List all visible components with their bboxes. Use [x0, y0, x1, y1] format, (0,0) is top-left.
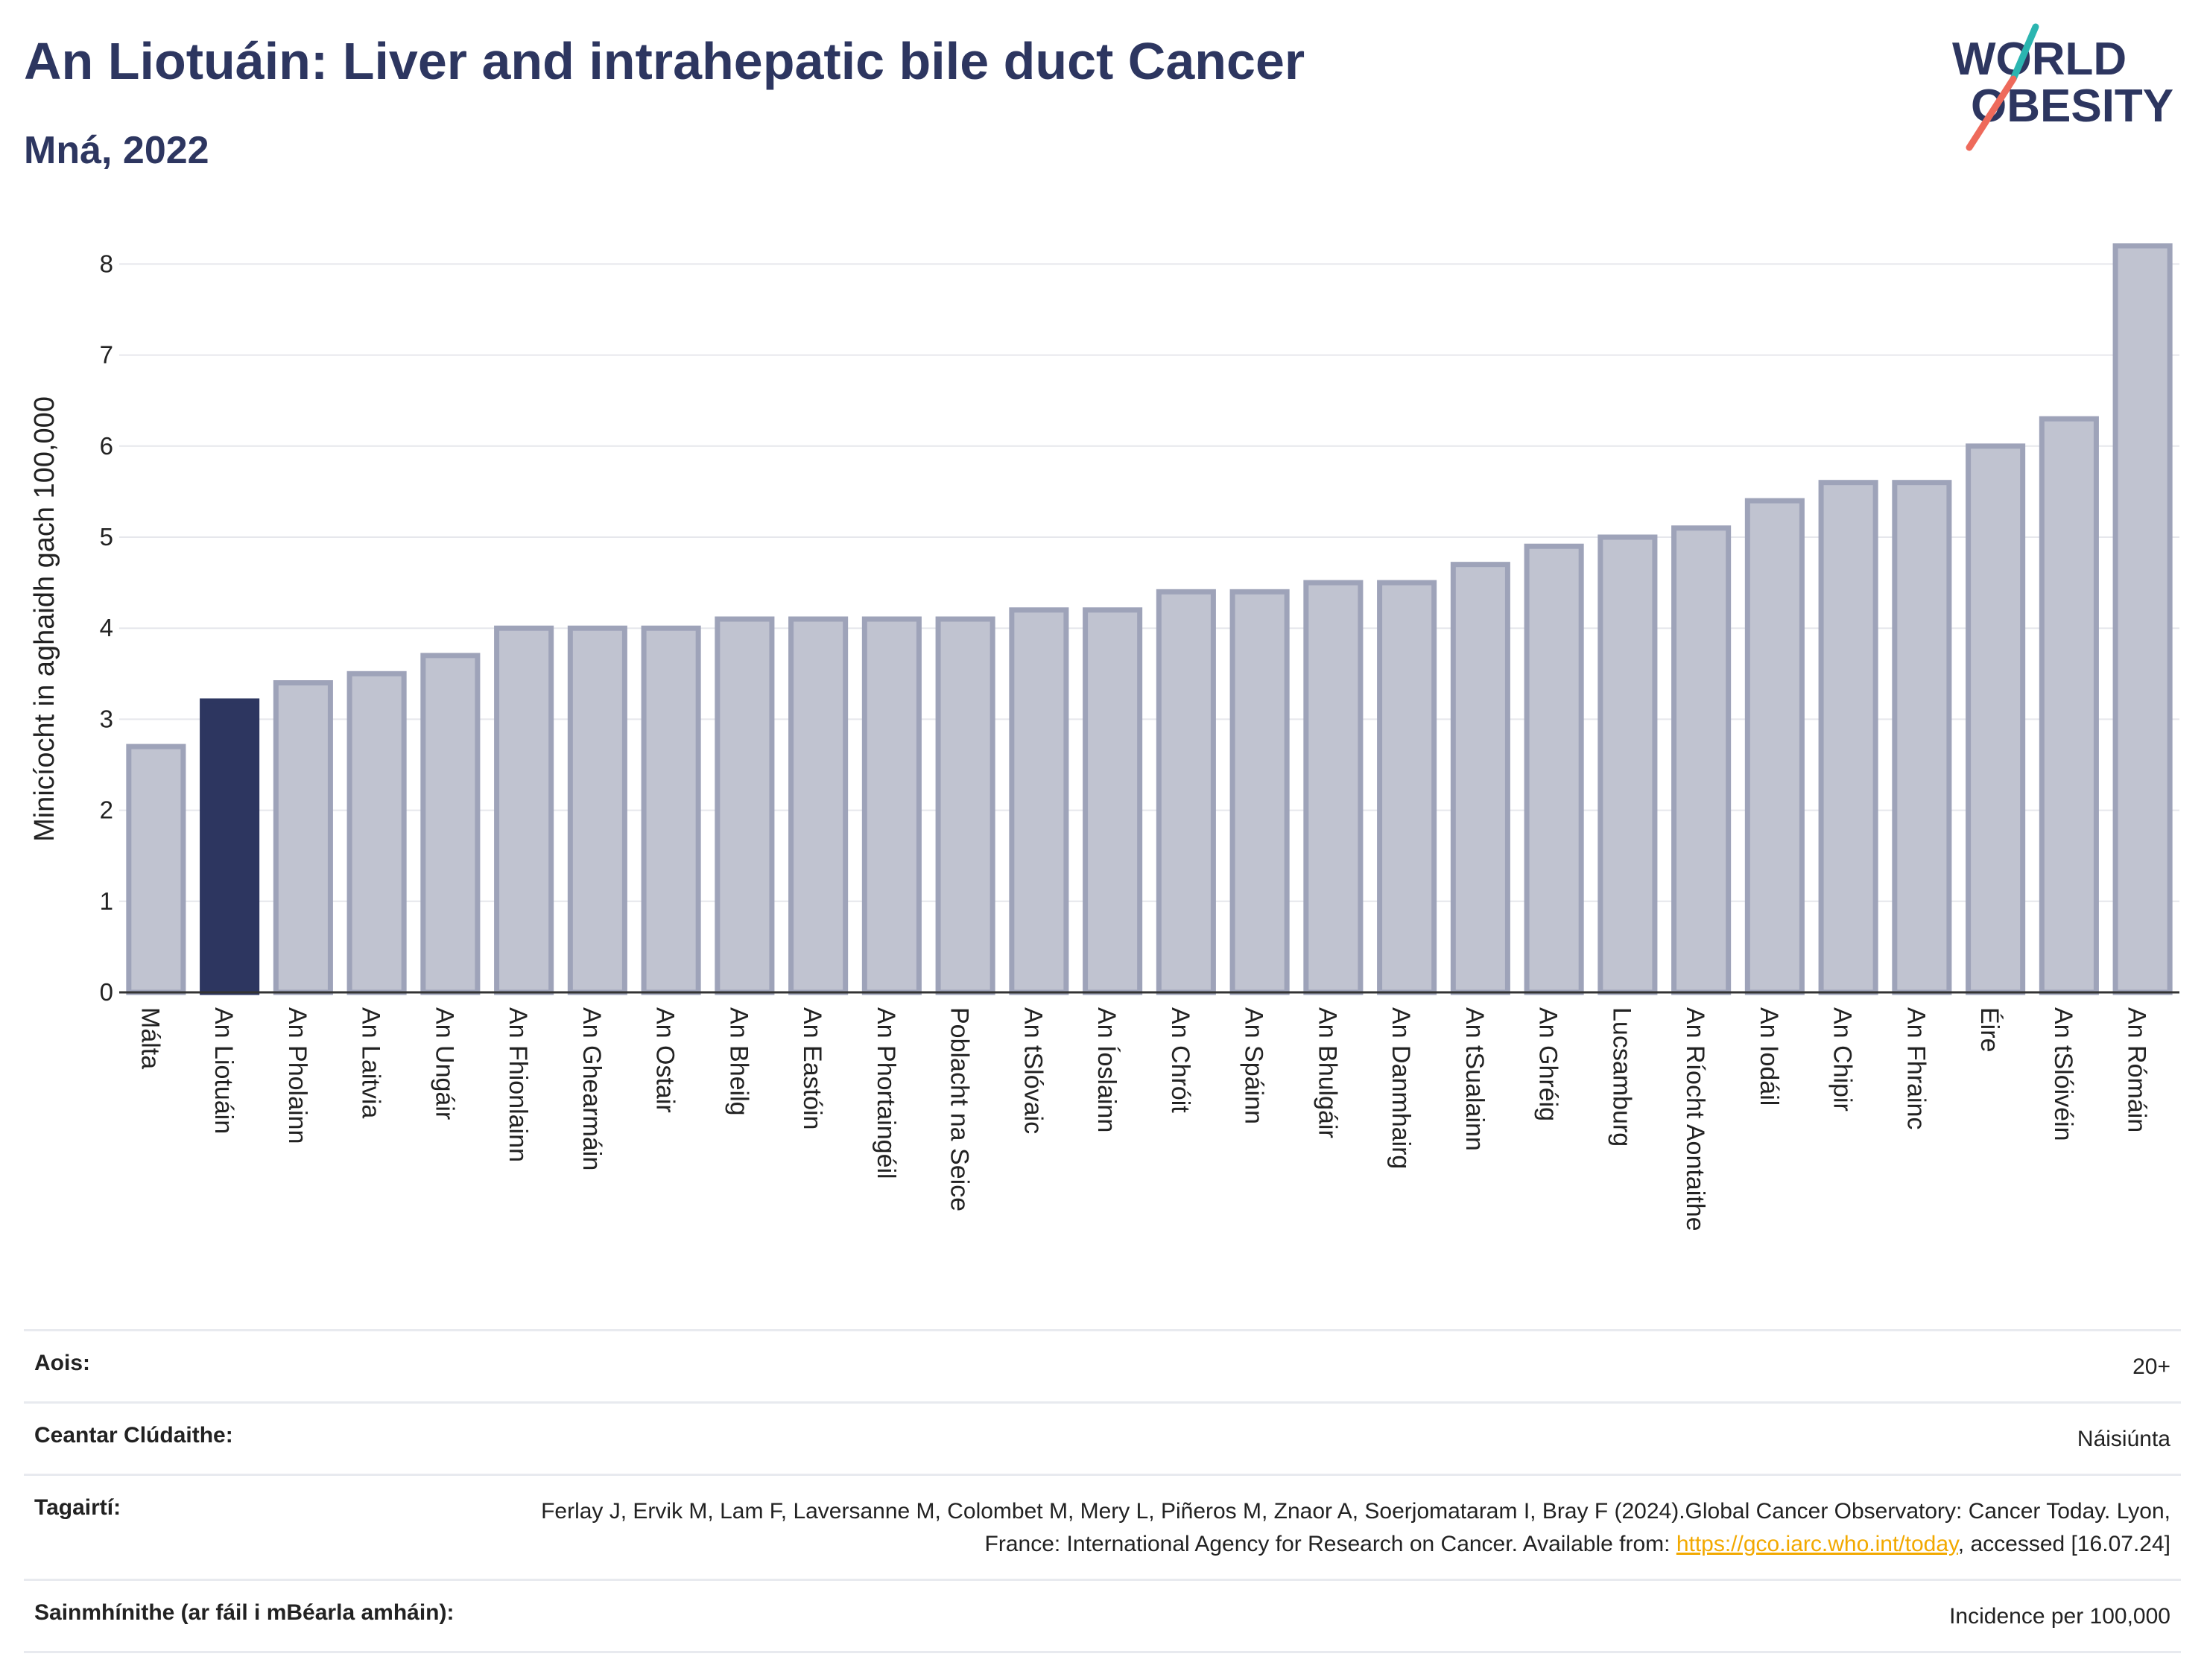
x-tick-label: An Spáinn [1240, 1007, 1268, 1124]
coverage-label: Ceantar Clúdaithe: [34, 1423, 233, 1448]
y-tick-label: 0 [100, 978, 113, 1006]
bar [641, 625, 701, 995]
chart-metadata: Aois: 20+ Ceantar Clúdaithe: Náisiúnta T… [24, 1329, 2181, 1653]
x-tick-label: An Chróit [1166, 1007, 1194, 1113]
x-tick-label: An tSlóivéin [2049, 1007, 2077, 1141]
x-tick-label: An Laitvia [357, 1007, 385, 1118]
x-tick-label: An Bhulgáir [1313, 1007, 1341, 1138]
references-text: Ferlay J, Ervik M, Lam F, Laversanne M, … [541, 1499, 2170, 1556]
y-tick-label: 3 [100, 705, 113, 732]
meta-row-age: Aois: 20+ [24, 1329, 2181, 1401]
bar [2112, 243, 2173, 995]
y-tick-label: 4 [100, 614, 113, 641]
y-tick-label: 2 [100, 796, 113, 824]
coverage-value: Náisiúnta [2077, 1427, 2170, 1451]
y-axis-title: Minicíocht in aghaidh gach 100,000 [29, 396, 60, 842]
references-label: Tagairtí: [34, 1495, 121, 1520]
bar [567, 625, 627, 995]
references-link[interactable]: https://gco.iarc.who.int/today [1676, 1532, 1958, 1556]
bar-chart: 0 1 2 3 4 5 6 7 8 Minicíocht in aghaidh gach 100,… [29, 243, 2179, 1232]
bar [1818, 480, 1878, 995]
x-tick-label: An Bheilg [724, 1007, 753, 1116]
y-tick-label: 1 [100, 887, 113, 915]
x-tick-label: Éire [1975, 1007, 2004, 1052]
bar [1966, 443, 2026, 995]
x-tick-label: Poblacht na Seice [946, 1007, 974, 1211]
x-tick-label: An Fhionlainn [504, 1007, 532, 1162]
y-tick-label: 5 [100, 523, 113, 551]
x-tick-label: An Ghréig [1534, 1007, 1562, 1121]
bar [1377, 580, 1437, 995]
references-value: Ferlay J, Ervik M, Lam F, Laversanne M, … [472, 1495, 2170, 1561]
bar [861, 616, 922, 995]
logo-slash-teal [2010, 23, 2039, 83]
meta-row-coverage: Ceantar Clúdaithe: Náisiúnta [24, 1401, 2181, 1474]
bar [1303, 580, 1364, 995]
bar [1744, 498, 1805, 995]
bar [1156, 589, 1216, 995]
bar [1597, 534, 1658, 995]
y-tick-label: 8 [100, 250, 113, 277]
age-label: Aois: [34, 1351, 90, 1375]
x-tick-label: An Danmhairg [1387, 1007, 1415, 1169]
bar [1892, 480, 1952, 995]
x-tick-label: An Liotuáin [209, 1007, 238, 1134]
x-tick-label: An Ríocht Aontaithe [1681, 1007, 1709, 1232]
x-tick-label: An Iodáil [1755, 1007, 1783, 1106]
y-tick-label: 6 [100, 432, 113, 460]
x-tick-label: An Ungáir [430, 1007, 458, 1120]
bar [126, 744, 186, 995]
age-value: 20+ [2132, 1354, 2170, 1379]
bar [935, 616, 995, 995]
bar [1229, 589, 1290, 995]
bar [2039, 416, 2099, 995]
x-tick-label: An tSlóvaic [1019, 1007, 1047, 1134]
meta-row-references: Tagairtí: Ferlay J, Ervik M, Lam F, Lave… [24, 1474, 2181, 1579]
x-tick-label: Lucsamburg [1607, 1007, 1635, 1147]
x-tick-label: An Íoslainn [1092, 1007, 1121, 1132]
bar [1083, 607, 1143, 995]
y-tick-label: 7 [100, 341, 113, 369]
definitions-value: Incidence per 100,000 [1949, 1604, 2170, 1629]
x-tick-label: An Rómáin [2123, 1007, 2151, 1132]
world-obesity-logo: WORLD OBESITY [1952, 23, 2173, 151]
x-tick-label: An Chipir [1828, 1007, 1857, 1112]
bar [273, 680, 333, 995]
chart-title: An Liotuáin: Liver and intrahepatic bile… [24, 32, 1305, 90]
bar [1450, 562, 1510, 995]
x-tick-label: An Ghearmáin [577, 1007, 606, 1170]
bar [1671, 525, 1732, 995]
bar [1524, 543, 1584, 995]
bar [200, 698, 260, 995]
x-tick-label: An Eastóin [798, 1007, 826, 1129]
definitions-label: Sainmhínithe (ar fáil i mBéarla amháin): [34, 1600, 455, 1625]
chart-subtitle: Mná, 2022 [24, 129, 209, 172]
bar [715, 616, 775, 995]
logo-word-world: WORLD [1952, 34, 2127, 85]
x-tick-label: An tSualainn [1460, 1007, 1489, 1151]
bar [1009, 607, 1069, 995]
x-tick-label: Málta [136, 1007, 164, 1069]
references-accessed: , accessed [16.07.24] [1957, 1532, 2170, 1556]
bar [494, 625, 554, 995]
bar [420, 653, 481, 995]
x-tick-label: An Ostair [651, 1007, 680, 1113]
x-tick-label: An Pholainn [283, 1007, 311, 1144]
logo-slash-coral [1966, 75, 2017, 151]
bar [788, 616, 849, 995]
x-tick-label: An Fhrainc [1901, 1007, 1930, 1129]
x-tick-label: An Phortaingéil [872, 1007, 900, 1179]
meta-row-definitions: Sainmhínithe (ar fáil i mBéarla amháin):… [24, 1579, 2181, 1653]
bar [346, 671, 407, 995]
